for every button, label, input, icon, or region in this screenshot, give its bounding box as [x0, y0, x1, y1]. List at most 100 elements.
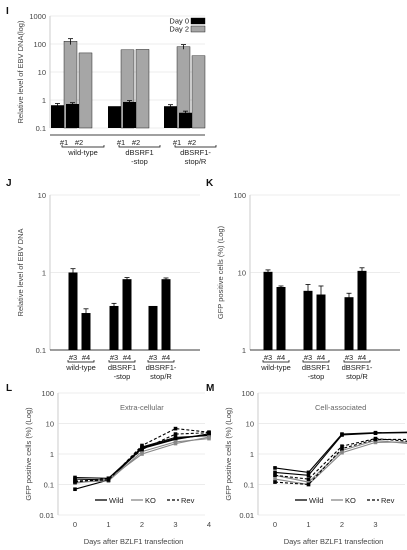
bar-label: #1	[173, 138, 181, 147]
group-label: stop/R	[346, 372, 368, 381]
group-label: wild-type	[260, 363, 291, 372]
y-axis-label: GFP positive cells (%) (Log)	[216, 225, 225, 319]
bar	[122, 279, 132, 350]
group-bracket	[61, 145, 105, 148]
bar-label: #3	[345, 353, 353, 362]
x-tick-label: 1	[106, 520, 110, 529]
y-tick-label: 1000	[29, 12, 46, 21]
legend-swatch	[190, 17, 206, 25]
y-tick-label: 10	[238, 269, 246, 278]
y-tick-label: 100	[241, 389, 254, 398]
data-point	[306, 470, 311, 475]
bar	[108, 106, 121, 128]
chart-k: 1 10 100 GFP positive cells (%) (Log) #3 #4 #3…	[216, 191, 400, 381]
group-label: -stop	[131, 157, 148, 166]
y-axis-label: Relative level of EBV DNA(log)	[16, 20, 25, 123]
y-tick-label: 1	[42, 269, 46, 278]
data-point	[207, 435, 211, 439]
y-tick-label: 0.1	[44, 481, 54, 490]
data-point	[340, 433, 344, 437]
y-tick-label: 1	[250, 450, 254, 459]
chart-j: 0.1 1 10 Relative level of EBV DNA #3 #4 #3 #4 #…	[16, 191, 200, 381]
series-line	[74, 435, 210, 481]
annotation: Cell-associated	[315, 403, 366, 412]
data-point	[73, 477, 77, 481]
group-bracket	[174, 145, 217, 148]
data-point	[373, 437, 378, 442]
y-tick-label: 1	[42, 96, 46, 105]
group-label: wild-type	[65, 363, 96, 372]
panel-label-i: I	[6, 6, 9, 17]
group-bracket	[343, 360, 371, 363]
y-tick-label: 10	[38, 68, 46, 77]
data-point	[173, 435, 178, 440]
bar-label: #4	[277, 353, 285, 362]
x-tick-label: 2	[140, 520, 144, 529]
bar-label: #4	[317, 353, 325, 362]
x-tick-label: 4	[207, 520, 211, 529]
legend-label: Day 2	[169, 25, 189, 34]
legend-label: Wild	[109, 496, 124, 505]
legend-label: Day 0	[169, 17, 189, 26]
data-point	[273, 470, 277, 475]
data-point	[173, 426, 178, 431]
data-point	[207, 430, 211, 435]
group-label: dBSRF1-	[180, 148, 211, 157]
group-bracket	[67, 360, 95, 363]
bar	[78, 52, 93, 129]
data-point	[273, 466, 277, 470]
bar	[316, 294, 326, 350]
data-point	[306, 477, 311, 481]
bar-label: #4	[358, 353, 366, 362]
y-tick-label: 10	[246, 420, 254, 429]
bar-label: #2	[75, 138, 83, 147]
bar	[51, 105, 64, 128]
data-point	[173, 441, 178, 446]
data-point	[140, 443, 144, 448]
x-axis-label: Days after BZLF1 transfection	[84, 537, 184, 546]
legend-label: KO	[145, 496, 156, 505]
x-tick-label: 3	[373, 520, 377, 529]
bar-label: #4	[162, 353, 170, 362]
bar-label: #1	[60, 138, 68, 147]
bar	[109, 305, 119, 350]
bar	[164, 106, 177, 128]
bar	[179, 112, 192, 128]
bar	[68, 272, 78, 350]
group-label: dBSRF1	[108, 363, 136, 372]
y-tick-label: 0.1	[36, 124, 46, 133]
data-point	[273, 480, 277, 484]
x-tick-label: 3	[173, 520, 177, 529]
data-point	[340, 450, 344, 455]
bar	[303, 290, 313, 350]
x-axis-label: Days after BZLF1 transfection	[284, 537, 384, 546]
data-point	[173, 437, 178, 442]
y-tick-label: 1	[50, 450, 54, 459]
data-point	[140, 449, 144, 454]
y-tick-label: 0.1	[36, 346, 46, 355]
data-point	[340, 444, 344, 449]
y-tick-label: 1	[242, 346, 246, 355]
data-point	[340, 446, 344, 451]
bar	[66, 103, 79, 128]
bar-label: #3	[304, 353, 312, 362]
bar	[263, 271, 273, 350]
x-tick-label: 1	[306, 520, 310, 529]
bar-label: #3	[264, 353, 272, 362]
bar	[344, 297, 354, 350]
group-bracket	[147, 360, 175, 363]
y-tick-label: 100	[41, 389, 54, 398]
data-point	[73, 487, 77, 492]
group-label: dBSRF1	[302, 363, 330, 372]
data-point	[373, 431, 378, 436]
group-label: dBSRF1-	[342, 363, 373, 372]
bar	[161, 279, 171, 350]
bar	[135, 49, 150, 129]
chart-i: 0.1 1 10 100 1000 Relative level of EBV DNA(l…	[16, 12, 217, 166]
bar-label: #2	[188, 138, 196, 147]
data-point	[173, 432, 178, 436]
bar	[191, 55, 206, 129]
data-point	[306, 482, 311, 487]
bar-label: #3	[69, 353, 77, 362]
